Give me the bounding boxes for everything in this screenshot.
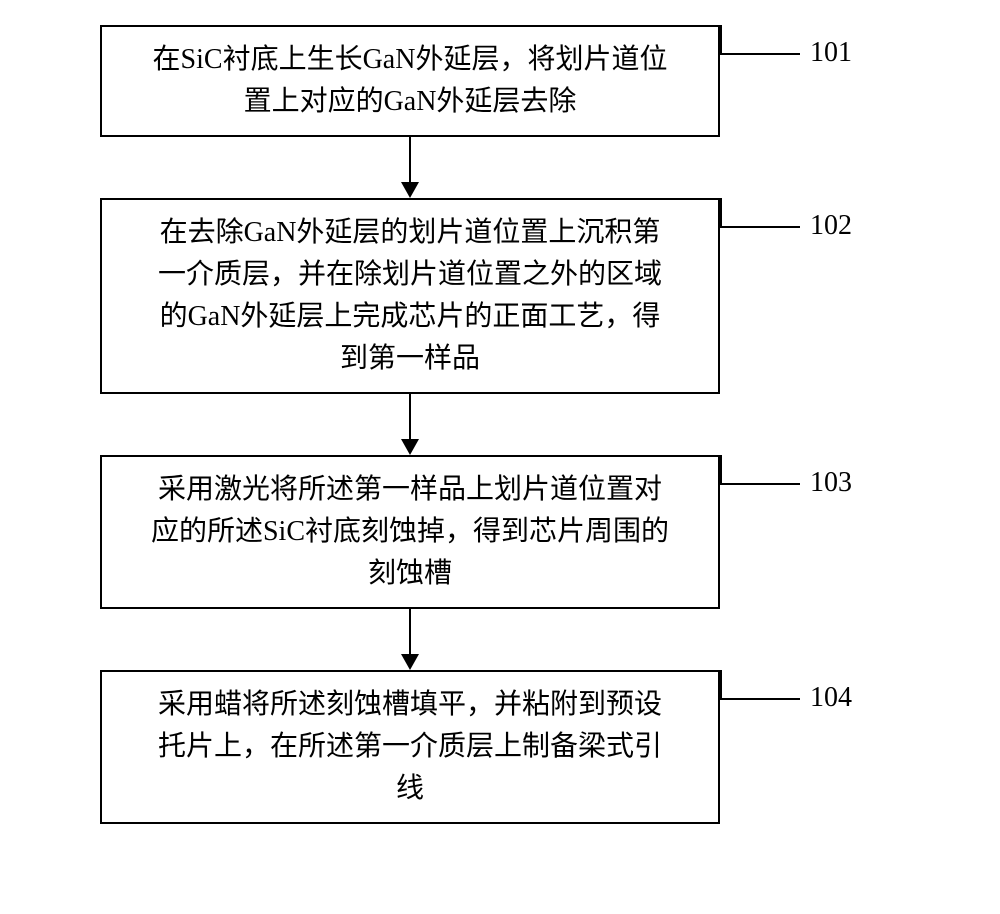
step-box-102: 在去除GaN外延层的划片道位置上沉积第 一介质层，并在除划片道位置之外的区域 的… xyxy=(100,198,720,394)
arrow-head xyxy=(401,182,419,198)
arrow-head xyxy=(401,654,419,670)
step-text: 采用激光将所述第一样品上划片道位置对 应的所述SiC衬底刻蚀掉，得到芯片周围的 … xyxy=(151,474,669,589)
arrow-line xyxy=(409,137,411,182)
arrow xyxy=(401,609,419,670)
step-label-104: 104 xyxy=(810,682,852,714)
step-container: 采用蜡将所述刻蚀槽填平，并粘附到预设 托片上，在所述第一介质层上制备梁式引 线 … xyxy=(0,670,1000,824)
step-label-103: 103 xyxy=(810,467,852,499)
step-container: 在去除GaN外延层的划片道位置上沉积第 一介质层，并在除划片道位置之外的区域 的… xyxy=(0,198,1000,394)
step-container: 在SiC衬底上生长GaN外延层，将划片道位 置上对应的GaN外延层去除 101 xyxy=(0,25,1000,137)
step-container: 采用激光将所述第一样品上划片道位置对 应的所述SiC衬底刻蚀掉，得到芯片周围的 … xyxy=(0,455,1000,609)
step-box-104: 采用蜡将所述刻蚀槽填平，并粘附到预设 托片上，在所述第一介质层上制备梁式引 线 xyxy=(100,670,720,824)
step-label-102: 102 xyxy=(810,210,852,242)
step-text: 在去除GaN外延层的划片道位置上沉积第 一介质层，并在除划片道位置之外的区域 的… xyxy=(158,217,662,374)
arrow-line xyxy=(409,609,411,654)
arrow xyxy=(401,394,419,455)
label-connector xyxy=(720,25,800,55)
step-text: 在SiC衬底上生长GaN外延层，将划片道位 置上对应的GaN外延层去除 xyxy=(153,44,668,117)
label-connector xyxy=(720,198,800,228)
step-text: 采用蜡将所述刻蚀槽填平，并粘附到预设 托片上，在所述第一介质层上制备梁式引 线 xyxy=(158,689,662,804)
arrow xyxy=(401,137,419,198)
label-connector xyxy=(720,455,800,485)
flowchart-container: 在SiC衬底上生长GaN外延层，将划片道位 置上对应的GaN外延层去除 101 … xyxy=(0,25,1000,824)
step-box-101: 在SiC衬底上生长GaN外延层，将划片道位 置上对应的GaN外延层去除 xyxy=(100,25,720,137)
arrow-line xyxy=(409,394,411,439)
step-label-101: 101 xyxy=(810,37,852,69)
step-box-103: 采用激光将所述第一样品上划片道位置对 应的所述SiC衬底刻蚀掉，得到芯片周围的 … xyxy=(100,455,720,609)
arrow-head xyxy=(401,439,419,455)
label-connector xyxy=(720,670,800,700)
